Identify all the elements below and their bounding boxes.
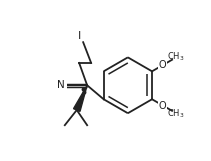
Text: I: I <box>77 31 81 41</box>
Text: O: O <box>159 101 166 111</box>
Text: CH$_3$: CH$_3$ <box>167 51 185 63</box>
Polygon shape <box>73 85 87 111</box>
Text: N: N <box>57 80 65 90</box>
Text: O: O <box>159 60 166 70</box>
Text: CH$_3$: CH$_3$ <box>167 107 185 120</box>
